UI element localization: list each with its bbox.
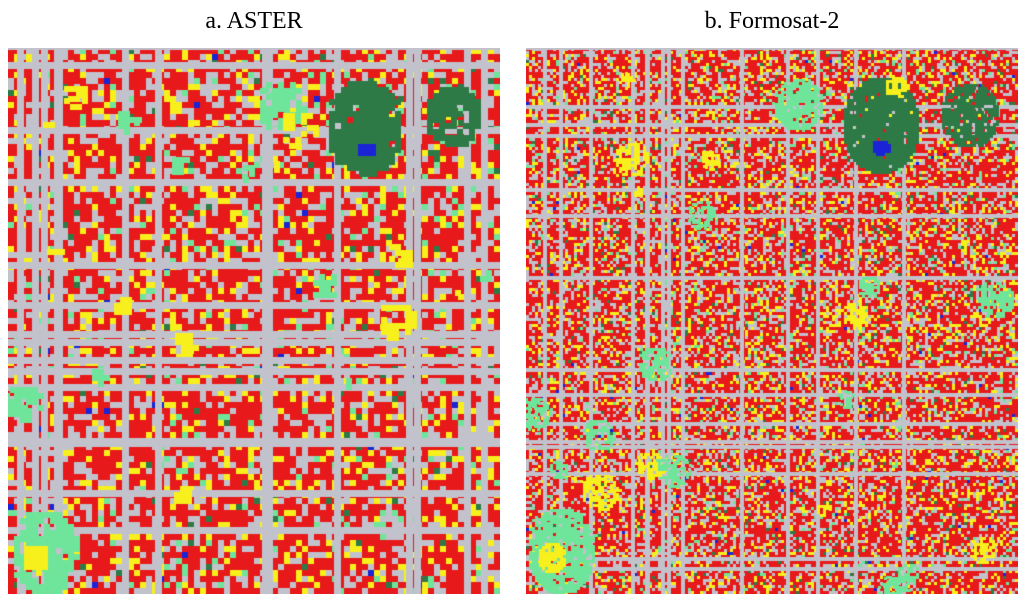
formosat-classification-map	[526, 48, 1018, 594]
caption-aster: a. ASTER	[205, 8, 303, 34]
aster-classification-map	[8, 48, 500, 594]
caption-formosat: b. Formosat-2	[704, 8, 840, 34]
formosat-map-canvas	[526, 48, 1018, 594]
aster-map-canvas	[8, 48, 500, 594]
